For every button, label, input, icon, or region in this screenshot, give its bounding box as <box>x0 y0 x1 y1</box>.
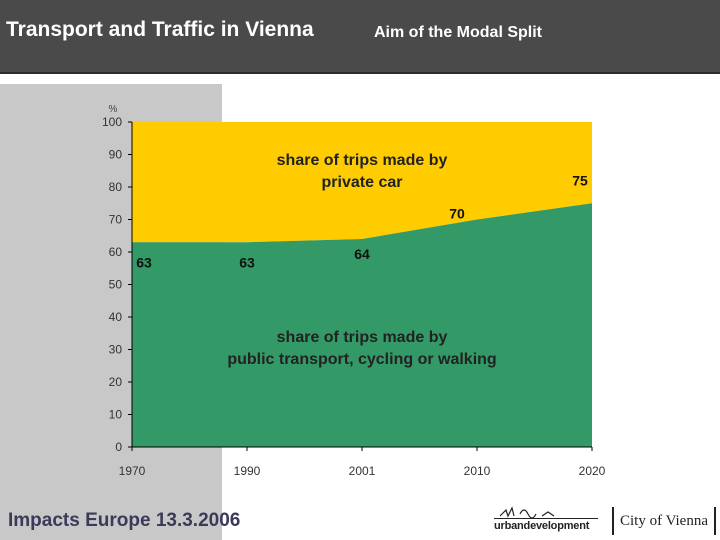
footer-date: Impacts Europe 13.3.2006 <box>8 510 241 531</box>
y-tick-label: 70 <box>109 213 123 227</box>
data-label: 70 <box>449 206 465 222</box>
x-tick-label: 2001 <box>349 464 376 478</box>
x-tick-label: 1970 <box>119 464 146 478</box>
x-axis: 1970 1990 2001 2010 2020 <box>119 447 606 478</box>
y-tick-label: 50 <box>109 278 123 292</box>
data-label: 64 <box>354 246 370 262</box>
data-labels: 63 63 64 70 75 <box>136 172 588 270</box>
y-tick-label: 60 <box>109 245 123 259</box>
x-tick-label: 1990 <box>234 464 261 478</box>
y-tick-label: 20 <box>109 375 123 389</box>
annotation-public-transport: share of trips made by public transport, … <box>227 329 496 368</box>
y-tick-label: 80 <box>109 180 123 194</box>
data-label: 63 <box>136 254 152 270</box>
y-tick-label: 40 <box>109 310 123 324</box>
data-label: 75 <box>572 172 588 188</box>
plot-area <box>131 122 592 448</box>
data-label: 63 <box>239 254 255 270</box>
urban-development-logo: urbandevelopment <box>494 504 604 534</box>
x-tick-label: 2010 <box>464 464 491 478</box>
page-subtitle: Aim of the Modal Split <box>374 24 542 41</box>
x-tick-label: 2020 <box>579 464 606 478</box>
header-bar: Transport and Traffic in Vienna Aim of t… <box>0 0 720 74</box>
city-of-vienna-logo: City of Vienna <box>612 507 716 535</box>
page-title: Transport and Traffic in Vienna <box>6 18 314 41</box>
y-tick-label: 30 <box>109 343 123 357</box>
scribble-icon <box>499 506 555 518</box>
y-tick-label: 90 <box>109 148 123 162</box>
y-tick-label: 0 <box>115 440 122 454</box>
y-axis: 0 10 20 30 40 50 60 70 80 90 100 <box>102 115 132 454</box>
y-unit-label: % <box>109 104 118 115</box>
modal-split-chart: % 0 10 20 30 40 50 60 70 80 90 100 1970 1990 2001 201… <box>102 104 606 478</box>
urban-development-wordmark: urbandevelopment <box>494 518 598 532</box>
area-private-car <box>132 122 592 243</box>
y-tick-label: 10 <box>109 408 123 422</box>
annotation-private-car: share of trips made by private car <box>277 152 448 191</box>
y-tick-label: 100 <box>102 115 122 129</box>
area-public-transport <box>132 203 592 447</box>
